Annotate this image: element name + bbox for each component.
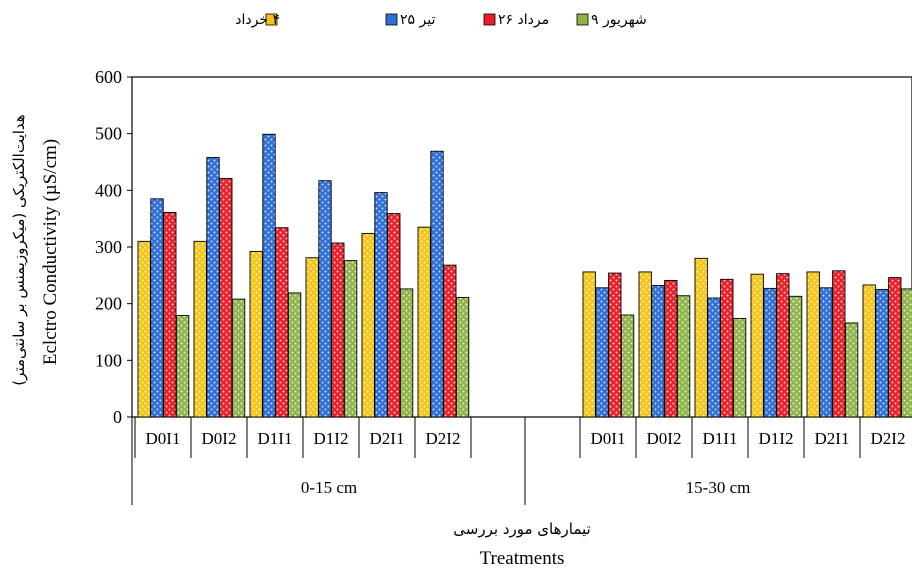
- bar-0-15cm-D2I2-s4: [455, 296, 470, 418]
- bar-0-15cm-D1I1-s4: [287, 292, 302, 418]
- y-axis-title: Eclctro Conductivity (µS/cm): [40, 139, 61, 365]
- x-axis-categories: D0I1 D0I2 D1I1 D1I2 D2I1 D2I2 D0I1 D0I2 D1I1 D1I2…: [131, 417, 906, 505]
- y-tick-label: 600: [95, 67, 122, 87]
- legend-label-2: ۲۵ تیر: [400, 12, 435, 28]
- y-axis-ticks: 0 100 200 300 400 500 600: [95, 67, 132, 427]
- x-category-label: D0I2: [647, 429, 682, 448]
- bar-15-30cm-D2I1-s1: [806, 271, 820, 418]
- bar-15-30cm-D0I2-s2: [651, 285, 665, 418]
- x-category-label: D2I1: [370, 429, 405, 448]
- bar-15-30cm-D1I2-s2: [763, 287, 777, 418]
- y-tick-label: 100: [95, 350, 122, 370]
- bar-0-15cm-D2I1-s4: [399, 288, 414, 418]
- y-tick-label: 0: [113, 407, 122, 427]
- bar-0-15cm-D2I1-s3: [387, 213, 401, 418]
- bar-15-30cm-D2I1-s2: [819, 287, 833, 418]
- legend: ۴ خرداد ۲۵ تیر ۲۶ مرداد ۹ شهریور: [235, 12, 647, 28]
- bar-0-15cm-D1I1-s1: [249, 251, 263, 418]
- bar-0-15cm-D0I1-s1: [137, 240, 151, 418]
- x-axis-title-fa: تیمارهای مورد بررسی: [453, 520, 590, 538]
- x-category-label: D2I1: [815, 429, 850, 448]
- bar-15-30cm-D2I2-s1: [862, 284, 876, 418]
- bar-15-30cm-D0I1-s4: [620, 314, 635, 418]
- bar-0-15cm-D0I2-s2: [206, 157, 220, 418]
- bar-15-30cm-D1I1-s1: [694, 257, 708, 418]
- bar-0-15cm-D1I2-s2: [318, 180, 332, 418]
- x-category-label: D1I1: [703, 429, 738, 448]
- legend-label-4: ۹ شهریور: [591, 12, 647, 28]
- bar-15-30cm-D1I2-s4: [788, 295, 803, 418]
- x-category-label: D2I2: [426, 429, 461, 448]
- bar-15-30cm-D1I2-s1: [750, 273, 764, 418]
- legend-swatch-4: [576, 13, 589, 26]
- bar-15-30cm-D2I1-s4: [844, 322, 859, 418]
- group-label-15-30: 15-30 cm: [686, 478, 751, 497]
- x-category-label: D0I2: [202, 429, 237, 448]
- x-category-label: D1I2: [314, 429, 349, 448]
- x-category-label: D0I1: [591, 429, 626, 448]
- y-axis-title-fa: هدایت‌الکتریکی (میکروزیمنس بر سانتی‌متر): [10, 114, 28, 385]
- x-category-label: D0I1: [146, 429, 181, 448]
- legend-label-1: ۴ خرداد: [235, 12, 280, 28]
- x-axis-title: Treatments: [480, 548, 565, 569]
- y-tick-label: 300: [95, 237, 122, 257]
- bar-15-30cm-D2I1-s3: [832, 270, 846, 418]
- bar-15-30cm-D0I2-s4: [676, 295, 691, 418]
- bar-0-15cm-D2I1-s1: [361, 232, 375, 418]
- bar-15-30cm-D2I2-s4: [900, 288, 912, 418]
- bars-layer: [137, 133, 912, 418]
- bar-0-15cm-D1I2-s3: [331, 242, 345, 418]
- bar-0-15cm-D0I2-s4: [231, 298, 246, 418]
- bar-0-15cm-D0I2-s1: [193, 240, 207, 418]
- bar-0-15cm-D1I1-s2: [262, 133, 276, 418]
- bar-0-15cm-D0I1-s3: [163, 211, 177, 418]
- legend-swatch-1: [265, 13, 278, 26]
- bar-15-30cm-D1I1-s3: [720, 278, 734, 418]
- y-tick-label: 400: [95, 180, 122, 200]
- bar-15-30cm-D1I1-s4: [732, 317, 747, 418]
- bar-15-30cm-D0I2-s3: [664, 279, 678, 418]
- bar-15-30cm-D1I1-s2: [707, 297, 721, 418]
- bar-0-15cm-D1I2-s1: [305, 257, 319, 418]
- bar-15-30cm-D2I2-s3: [888, 277, 902, 418]
- bar-15-30cm-D2I2-s2: [875, 289, 889, 418]
- bar-0-15cm-D1I2-s4: [343, 260, 358, 418]
- y-tick-label: 500: [95, 124, 122, 144]
- legend-swatch-2: [385, 13, 398, 26]
- bar-0-15cm-D2I1-s2: [374, 192, 388, 418]
- bar-0-15cm-D0I2-s3: [219, 177, 233, 418]
- bar-15-30cm-D0I1-s1: [582, 271, 596, 418]
- bar-0-15cm-D1I1-s3: [275, 227, 289, 418]
- x-category-label: D1I2: [759, 429, 794, 448]
- bar-0-15cm-D2I2-s1: [417, 226, 431, 418]
- x-category-label: D2I2: [871, 429, 906, 448]
- legend-label-3: ۲۶ مرداد: [498, 12, 549, 28]
- bar-0-15cm-D2I2-s3: [443, 264, 457, 418]
- bar-15-30cm-D0I1-s2: [595, 287, 609, 418]
- bar-15-30cm-D0I1-s3: [608, 272, 622, 418]
- y-tick-label: 200: [95, 294, 122, 314]
- bar-15-30cm-D1I2-s3: [776, 273, 790, 418]
- bar-15-30cm-D0I2-s1: [638, 271, 652, 418]
- legend-swatch-3: [483, 13, 496, 26]
- x-category-label: D1I1: [258, 429, 293, 448]
- bar-0-15cm-D0I1-s2: [150, 198, 164, 418]
- bar-0-15cm-D0I1-s4: [175, 315, 190, 418]
- bar-0-15cm-D2I2-s2: [430, 150, 444, 418]
- group-label-0-15: 0-15 cm: [301, 478, 357, 497]
